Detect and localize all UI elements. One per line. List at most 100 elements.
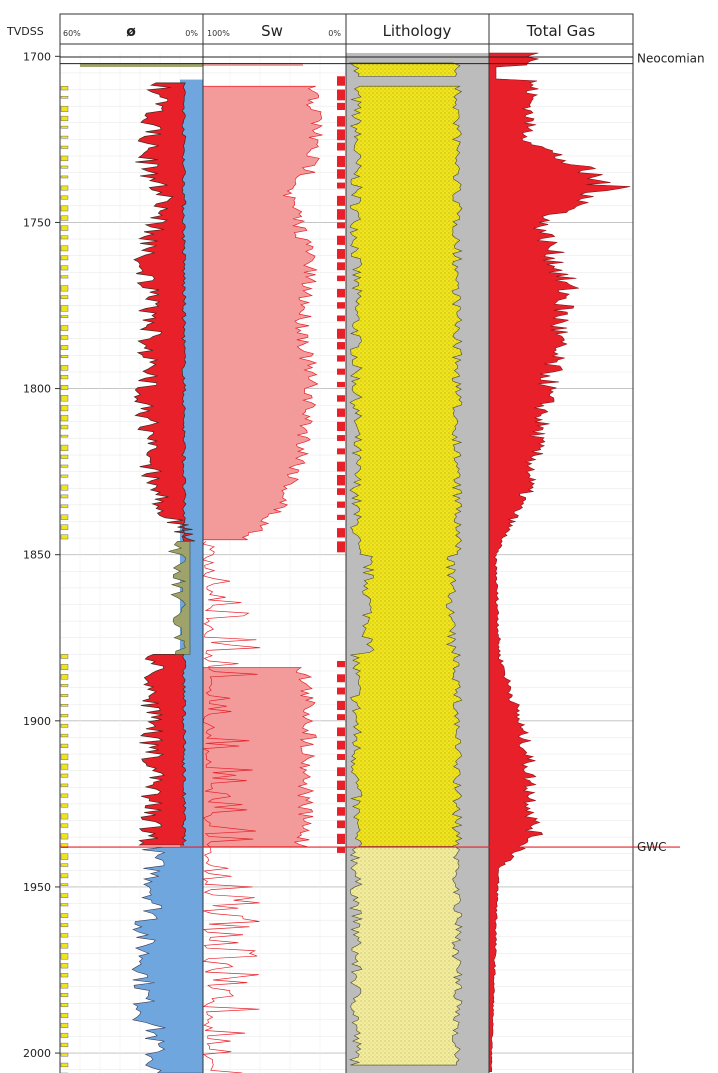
pay-flag: [337, 222, 345, 229]
sand-flag: [60, 813, 69, 820]
pay-flag: [337, 833, 345, 844]
sand-flag: [60, 484, 69, 491]
sand-flag: [60, 763, 69, 770]
sand-flag: [60, 355, 69, 358]
sand-flag: [60, 215, 69, 221]
pay-flag: [337, 328, 345, 339]
sand-flag: [60, 963, 69, 969]
pay-flag: [337, 780, 345, 790]
pay-flag: [337, 807, 345, 816]
total-gas-track-title: Total Gas: [526, 22, 596, 40]
pay-flag: [337, 235, 345, 245]
sand-flag: [60, 1032, 69, 1038]
sand-flag: [60, 773, 69, 778]
sand-flag: [60, 923, 69, 927]
sand-flag: [60, 524, 69, 530]
pay-flag: [337, 209, 345, 220]
pay-flag: [337, 421, 345, 431]
sw-scale-right: 0%: [328, 29, 341, 38]
sand-flag: [60, 365, 69, 371]
sand-flag: [60, 1042, 69, 1048]
depth-tick-label: 2000: [23, 1047, 51, 1060]
sand-flag: [60, 285, 69, 292]
pay-flag: [337, 249, 345, 259]
sand-flag: [60, 195, 69, 200]
depth-axis-label: TVDSS: [6, 25, 44, 38]
sand-flag: [60, 494, 69, 499]
sand-flag: [60, 175, 69, 179]
sand-flag: [60, 95, 69, 99]
sand-flag: [60, 86, 69, 91]
sand-body: [349, 62, 461, 77]
bound-water-fill: [180, 79, 203, 848]
sand-flag: [60, 1062, 69, 1068]
sand-flag: [60, 295, 69, 299]
depth-tick-label: 1900: [23, 715, 51, 728]
sand-flag: [60, 654, 69, 659]
porosity-track-fills: [80, 62, 204, 1073]
sw-curve: [202, 541, 261, 1073]
sand-flag: [60, 265, 69, 271]
pay-flag: [337, 435, 345, 441]
pay-flag: [337, 195, 345, 206]
sand-flag: [60, 205, 69, 212]
sand-flag: [60, 235, 69, 240]
pay-flag: [337, 182, 345, 189]
pay-flag: [337, 169, 345, 179]
sand-flag: [60, 694, 69, 697]
hydrocarbon-porosity-fill: [138, 654, 187, 846]
pay-flag: [337, 355, 345, 362]
sand-flag: [60, 325, 69, 331]
sand-flag: [60, 993, 69, 997]
pay-flag: [337, 129, 345, 141]
sand-body: [349, 85, 463, 847]
sand-flag: [60, 305, 69, 312]
top-porosity-fill: [80, 62, 203, 67]
pay-flag: [337, 740, 345, 750]
water-sand-body: [349, 846, 463, 1066]
sand-flag: [60, 464, 69, 468]
sand-flag: [60, 674, 69, 680]
pay-flag: [337, 727, 345, 737]
pay-flag: [337, 381, 345, 388]
sand-flag: [60, 933, 69, 938]
sand-flag: [60, 275, 69, 279]
sand-flag: [60, 684, 69, 687]
sand-flag: [60, 1003, 69, 1007]
sand-flag: [60, 385, 69, 390]
sand-flag: [60, 424, 69, 430]
sand-flag: [60, 723, 69, 728]
sand-flag: [60, 883, 69, 886]
sw-scale-left: 100%: [207, 29, 230, 38]
sand-flag: [60, 395, 69, 402]
sand-flag: [60, 893, 69, 898]
sand-flag: [60, 983, 69, 989]
sand-flag: [60, 833, 69, 840]
track-borders: [59, 14, 634, 1073]
sand-flag: [60, 664, 69, 670]
pay-flag: [337, 116, 345, 127]
pay-flag: [337, 528, 345, 538]
sw-top-fill: [203, 62, 303, 66]
sand-flag: [60, 454, 69, 459]
sand-flag: [60, 245, 69, 252]
sand-flag: [60, 125, 69, 129]
pay-flag: [337, 661, 345, 668]
depth-tick-label: 1750: [23, 216, 51, 229]
depth-tick-label: 1950: [23, 881, 51, 894]
pay-flag: [337, 488, 345, 495]
depth-tick-label: 1850: [23, 549, 51, 562]
sand-flag: [60, 903, 69, 907]
sand-flag: [60, 444, 69, 451]
sand-flag: [60, 713, 69, 718]
hydrocarbon-porosity-fill: [133, 82, 196, 542]
sand-flag: [60, 793, 69, 798]
sand-flag: [60, 335, 69, 340]
sand-flag: [60, 534, 69, 540]
pay-flag: [337, 714, 345, 721]
sand-flag: [60, 843, 69, 848]
pay-flag: [337, 448, 345, 455]
sand-flag: [60, 105, 69, 112]
pay-flag: [337, 142, 345, 151]
